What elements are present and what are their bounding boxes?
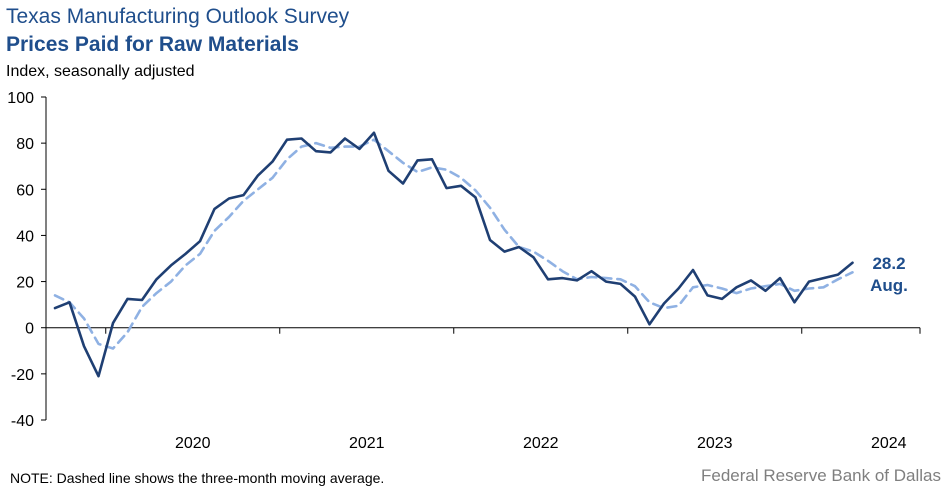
y-tick-label: 100	[7, 90, 34, 107]
y-tick-label: 20	[16, 275, 34, 292]
x-tick-label: 2023	[697, 435, 733, 452]
source-credit: Federal Reserve Bank of Dallas	[700, 466, 941, 485]
y-tick-label: 60	[16, 182, 34, 199]
moving-average-line	[53, 138, 854, 350]
chart-lines	[53, 131, 854, 378]
y-axis-label: Index, seasonally adjusted	[6, 63, 195, 80]
index-line	[53, 131, 854, 378]
y-tick-label: -20	[11, 367, 34, 384]
x-tick-label: 2022	[523, 435, 559, 452]
y-tick-label: -40	[11, 413, 34, 430]
end-month-label: Aug.	[870, 276, 908, 295]
chart-subtitle: Prices Paid for Raw Materials	[6, 33, 299, 56]
y-tick-label: 80	[16, 136, 34, 153]
footnote: NOTE: Dashed line shows the three-month …	[10, 470, 385, 486]
x-tick-label: 2024	[871, 435, 907, 452]
y-tick-label: 0	[25, 321, 34, 338]
chart-labels: 28.2 Aug.	[870, 254, 908, 295]
x-tick-label: 2021	[349, 435, 385, 452]
end-value-label: 28.2	[872, 254, 905, 273]
y-tick-label: 40	[16, 228, 34, 245]
x-tick-label: 2020	[175, 435, 211, 452]
chart-title: Texas Manufacturing Outlook Survey	[6, 5, 350, 28]
chart-axes: 100 80 60 40 20 0 -20 -40 2020 2021 2022 2023 2024	[7, 90, 921, 452]
